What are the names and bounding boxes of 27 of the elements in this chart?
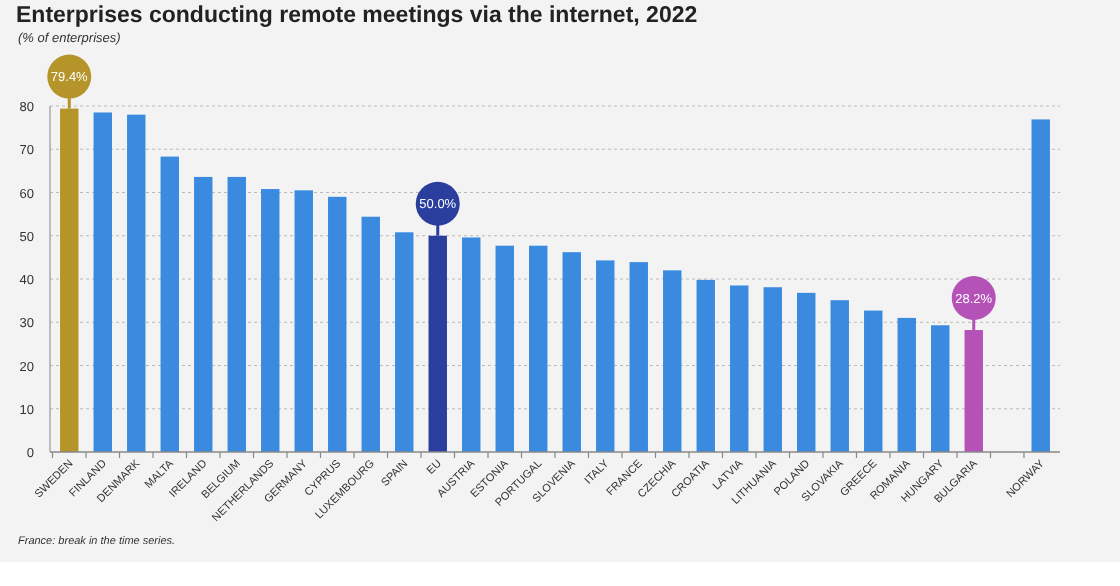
bar <box>127 114 146 452</box>
bar <box>294 190 313 452</box>
bar <box>696 279 715 452</box>
bar <box>395 232 414 452</box>
chart-title: Enterprises conducting remote meetings via the internet, 2022 <box>16 4 698 28</box>
bar <box>596 260 615 452</box>
bar <box>194 176 213 452</box>
bar <box>931 325 950 452</box>
bar <box>529 245 548 452</box>
bar <box>763 287 782 452</box>
bar <box>730 285 749 452</box>
bar <box>663 270 682 452</box>
bar <box>495 245 514 452</box>
bar <box>261 189 280 452</box>
bar <box>93 112 112 452</box>
bar <box>462 237 481 452</box>
bar <box>562 252 581 452</box>
bar <box>328 196 347 452</box>
bar <box>797 292 816 452</box>
bar <box>864 310 883 452</box>
bar <box>830 300 849 452</box>
bar <box>227 176 246 452</box>
bar <box>1031 119 1050 452</box>
bar <box>629 262 648 452</box>
bar <box>160 156 179 452</box>
bar <box>897 317 916 452</box>
bar <box>361 216 380 452</box>
